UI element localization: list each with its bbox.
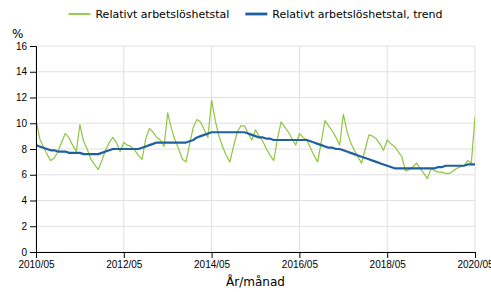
legend-swatch bbox=[68, 13, 90, 15]
axis-line bbox=[37, 253, 476, 259]
tick-mark bbox=[30, 123, 36, 124]
x-tick: 2018/05 bbox=[370, 252, 407, 270]
tick-mark bbox=[30, 175, 36, 176]
tick-label: 16 bbox=[16, 41, 28, 52]
tick-label: 8 bbox=[21, 144, 27, 155]
chart: 2010/05 2012/05 2014/05 2016/05 2018/05 2020/… bbox=[0, 0, 491, 292]
legend-label: Relativt arbetslöshetstal bbox=[95, 8, 229, 21]
grid-line bbox=[36, 174, 475, 175]
tick-mark bbox=[30, 98, 36, 99]
y-tick: 16 bbox=[16, 41, 36, 52]
tick-mark bbox=[212, 252, 213, 258]
y-tick: 8 bbox=[21, 144, 36, 155]
legend-label: Relativt arbetslöshetstal, trend bbox=[272, 8, 442, 21]
grid bbox=[36, 46, 475, 252]
grid-line bbox=[36, 149, 475, 150]
series-line bbox=[36, 132, 475, 168]
y-tick: 14 bbox=[16, 66, 36, 77]
tick-label: 2018/05 bbox=[370, 259, 407, 270]
tick-mark bbox=[30, 252, 36, 253]
x-axis: 2010/05 2012/05 2014/05 2016/05 2018/05 2020/… bbox=[18, 252, 491, 270]
y-tick: 2 bbox=[21, 221, 36, 232]
tick-label: 2012/05 bbox=[106, 259, 143, 270]
grid-line bbox=[299, 46, 300, 252]
plot: 2010/05 2012/05 2014/05 2016/05 2018/05 2020/… bbox=[16, 41, 491, 270]
tick-label: 2014/05 bbox=[194, 259, 231, 270]
grid-line bbox=[475, 46, 476, 252]
tick-label: 2016/05 bbox=[282, 259, 319, 270]
y-tick: 0 bbox=[21, 247, 36, 258]
y-tick: 4 bbox=[21, 195, 36, 206]
x-tick: 2014/05 bbox=[194, 252, 231, 270]
tick-label: 12 bbox=[16, 92, 28, 103]
tick-mark bbox=[30, 201, 36, 202]
tick-mark bbox=[30, 149, 36, 150]
tick-mark bbox=[299, 252, 300, 258]
tick-label: 6 bbox=[21, 169, 27, 180]
grid-line bbox=[387, 46, 388, 252]
tick-mark bbox=[30, 46, 36, 47]
series-line bbox=[36, 100, 475, 179]
tick-mark bbox=[387, 252, 388, 258]
y-tick: 6 bbox=[21, 169, 36, 180]
tick-label: 2 bbox=[21, 221, 27, 232]
tick-label: 4 bbox=[21, 195, 27, 206]
x-axis-title: År/månad bbox=[226, 274, 285, 289]
tick-mark bbox=[475, 252, 476, 258]
axis-line bbox=[30, 47, 37, 253]
legend: Relativt arbetslöshetstal Relativt arbets… bbox=[68, 8, 442, 21]
x-tick: 2012/05 bbox=[106, 252, 143, 270]
y-axis: 0 2 4 6 8 10 12 14 16 bbox=[16, 41, 37, 258]
tick-mark bbox=[30, 72, 36, 73]
grid-line bbox=[36, 97, 475, 98]
x-tick: 2020/05 bbox=[457, 252, 491, 270]
y-tick: 12 bbox=[16, 92, 36, 103]
tick-mark bbox=[30, 226, 36, 227]
tick-label: 2010/05 bbox=[18, 259, 55, 270]
x-tick: 2016/05 bbox=[282, 252, 319, 270]
grid-line bbox=[36, 46, 475, 47]
tick-mark bbox=[124, 252, 125, 258]
grid-line bbox=[36, 226, 475, 227]
tick-label: 2020/05 bbox=[457, 259, 491, 270]
marks bbox=[36, 100, 475, 179]
legend-item: Relativt arbetslöshetstal, trend bbox=[245, 8, 442, 21]
tick-label: 0 bbox=[21, 247, 27, 258]
grid-line bbox=[36, 200, 475, 201]
grid-line bbox=[36, 123, 475, 124]
legend-swatch bbox=[245, 13, 267, 16]
grid-line bbox=[211, 46, 212, 252]
tick-label: 14 bbox=[16, 66, 28, 77]
legend-item: Relativt arbetslöshetstal bbox=[68, 8, 229, 21]
y-axis-title: % bbox=[12, 27, 23, 41]
grid-line bbox=[36, 71, 475, 72]
y-tick: 10 bbox=[16, 118, 36, 129]
tick-label: 10 bbox=[16, 118, 28, 129]
